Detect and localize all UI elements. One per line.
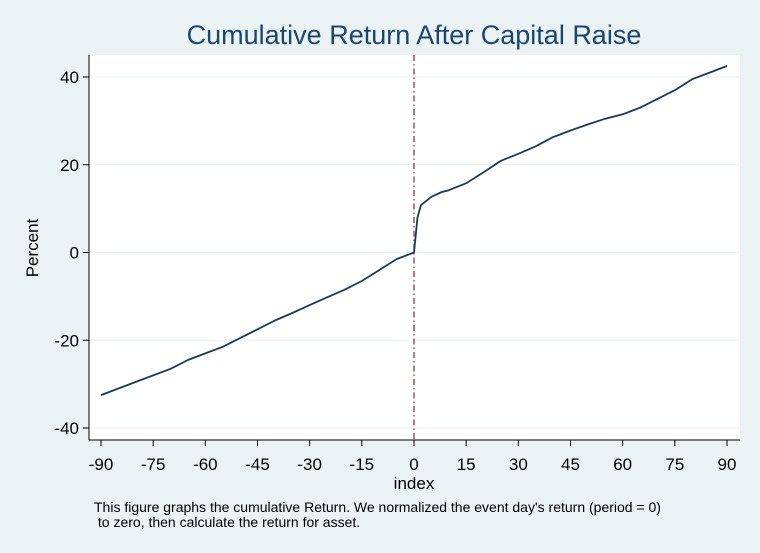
y-axis-label: Percent — [23, 218, 42, 277]
x-axis-label: index — [394, 474, 435, 493]
axis-layer: -40 -20 0 20 40 -90 -75 -60 -45 -30 -15 0 15 30 45 60 75… — [54, 55, 740, 474]
x-tick-label: -30 — [297, 455, 322, 474]
series-layer — [100, 65, 728, 396]
x-tick-label: 15 — [457, 455, 476, 474]
x-tick-label: 75 — [665, 455, 684, 474]
y-tick-label: 40 — [60, 68, 79, 87]
y-tick-label: -20 — [54, 331, 79, 350]
y-tick-label: 20 — [60, 156, 79, 175]
figure-note-line-2: to zero, then calculate the return for a… — [94, 514, 360, 530]
x-tick-label: 30 — [509, 455, 528, 474]
x-tick-label: -45 — [245, 455, 270, 474]
x-tick-label: 60 — [613, 455, 632, 474]
figure-note-line-1: This figure graphs the cumulative Return… — [94, 499, 661, 515]
x-tick-label: -75 — [141, 455, 166, 474]
x-tick-label: -90 — [89, 455, 114, 474]
x-tick-label: -15 — [350, 455, 375, 474]
y-tick-label: 0 — [70, 244, 79, 263]
y-tick-label: -40 — [54, 419, 79, 438]
x-tick-label: -60 — [193, 455, 218, 474]
x-tick-label: 90 — [718, 455, 737, 474]
x-tick-label: 0 — [409, 455, 418, 474]
chart-title: Cumulative Return After Capital Raise — [187, 20, 642, 50]
x-tick-label: 45 — [561, 455, 580, 474]
series-line — [100, 65, 728, 396]
